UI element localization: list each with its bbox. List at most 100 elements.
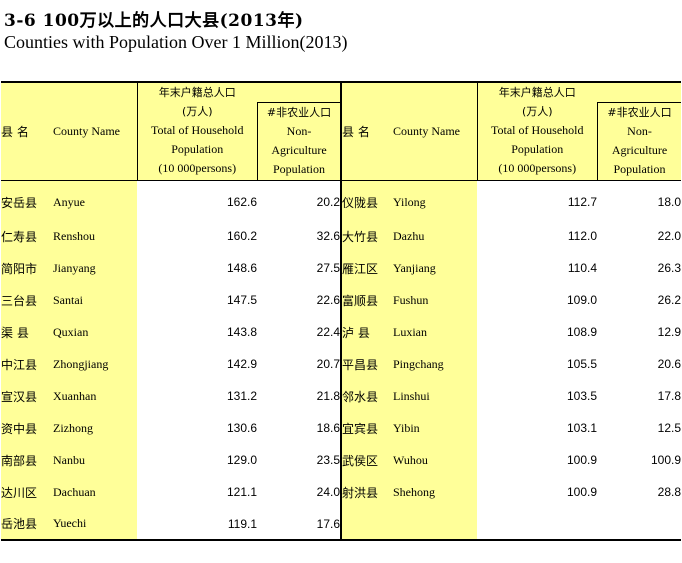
- table-row: 安岳县 Anyue 162.6 20.2 仪陇县 Yilong 112.7 18.0: [1, 180, 681, 220]
- nonagri-population: 12.9: [597, 316, 681, 348]
- county-name-cn: 邻水县: [341, 380, 393, 412]
- total-population: 147.5: [137, 284, 257, 316]
- nonagri-population: 22.4: [257, 316, 342, 348]
- county-name-en: Renshou: [53, 220, 137, 252]
- nonagri-population: 32.6: [257, 220, 342, 252]
- county-name-cn: 三台县: [1, 284, 53, 316]
- total-population: 112.7: [477, 180, 597, 220]
- table-row: 岳池县 Yuechi 119.1 17.6: [1, 508, 681, 541]
- nonagri-population: 28.8: [597, 476, 681, 508]
- county-name-en: Yibin: [393, 412, 477, 444]
- nonagri-population: 20.7: [257, 348, 342, 380]
- total-population: 109.0: [477, 284, 597, 316]
- nonagri-population: 17.6: [257, 508, 342, 541]
- table-title-en: Counties with Population Over 1 Million(…: [4, 32, 348, 52]
- total-population: 148.6: [137, 252, 257, 284]
- county-name-cn: 南部县: [1, 444, 53, 476]
- county-name-cn: 仪陇县: [341, 180, 393, 220]
- county-name-cn: 达川区: [1, 476, 53, 508]
- county-name-en: Shehong: [393, 476, 477, 508]
- total-population: 121.1: [137, 476, 257, 508]
- nonagri-population: 20.6: [597, 348, 681, 380]
- county-name-en: Yuechi: [53, 508, 137, 541]
- total-population: 103.1: [477, 412, 597, 444]
- total-population: 142.9: [137, 348, 257, 380]
- county-name-en: Luxian: [393, 316, 477, 348]
- county-name-en: Dachuan: [53, 476, 137, 508]
- county-name-en: Pingchang: [393, 348, 477, 380]
- total-header-2: 年末户籍总人口 (万人) Total of Household Populati…: [476, 81, 597, 181]
- county-name-en: Fushun: [393, 284, 477, 316]
- table-row: 达川区 Dachuan 121.1 24.0 射洪县 Shehong 100.9 28.8: [1, 476, 681, 508]
- nonagri-population: 26.3: [597, 252, 681, 284]
- table-row: 中江县 Zhongjiang 142.9 20.7 平昌县 Pingchang 105.5 2…: [1, 348, 681, 380]
- county-name-en: Yilong: [393, 180, 477, 220]
- nonagri-population: [597, 508, 681, 541]
- table-row: 仁寿县 Renshou 160.2 32.6 大竹县 Dazhu 112.0 22.0: [1, 220, 681, 252]
- table-row: 资中县 Zizhong 130.6 18.6 宜宾县 Yibin 103.1 12.5: [1, 412, 681, 444]
- county-name-en: Yanjiang: [393, 252, 477, 284]
- total-population: 162.6: [137, 180, 257, 220]
- county-header-cn-2: 县 名: [341, 81, 393, 181]
- county-name-en: Anyue: [53, 180, 137, 220]
- county-name-cn: 宣汉县: [1, 380, 53, 412]
- total-population: 143.8: [137, 316, 257, 348]
- county-name-cn: 岳池县: [1, 508, 53, 541]
- population-table: 县 名 County Name 年末户籍总人口 (万人) Total of Ho…: [1, 81, 681, 541]
- nonagri-population: 100.9: [597, 444, 681, 476]
- county-name-en: Dazhu: [393, 220, 477, 252]
- nonagri-population: 12.5: [597, 412, 681, 444]
- total-population: 103.5: [477, 380, 597, 412]
- nonagri-population: 17.8: [597, 380, 681, 412]
- total-population: 129.0: [137, 444, 257, 476]
- header-row: 县 名 County Name 年末户籍总人口 (万人) Total of Ho…: [1, 81, 681, 181]
- county-name-cn: 仁寿县: [1, 220, 53, 252]
- total-population: 160.2: [137, 220, 257, 252]
- county-name-en: Quxian: [53, 316, 137, 348]
- county-name-cn: 宜宾县: [341, 412, 393, 444]
- county-name-cn: 平昌县: [341, 348, 393, 380]
- table-row: 简阳市 Jianyang 148.6 27.5 雁江区 Yanjiang 110.4 26.3: [1, 252, 681, 284]
- table-title-cn: 3-6 100万以上的人口大县(2013年): [4, 11, 304, 31]
- table-row: 三台县 Santai 147.5 22.6 富顺县 Fushun 109.0 26.2: [1, 284, 681, 316]
- county-name-cn: [341, 508, 393, 541]
- nonagri-population: 23.5: [257, 444, 342, 476]
- county-header-cn: 县 名: [1, 81, 53, 181]
- county-name-en: Zizhong: [53, 412, 137, 444]
- county-name-en: Linshui: [393, 380, 477, 412]
- total-population: 112.0: [477, 220, 597, 252]
- total-population: 130.6: [137, 412, 257, 444]
- county-name-cn: 射洪县: [341, 476, 393, 508]
- county-name-cn: 富顺县: [341, 284, 393, 316]
- nonagri-population: 22.0: [597, 220, 681, 252]
- nonagri-population: 22.6: [257, 284, 342, 316]
- table-row: 南部县 Nanbu 129.0 23.5 武侯区 Wuhou 100.9 100.9: [1, 444, 681, 476]
- county-name-cn: 简阳市: [1, 252, 53, 284]
- county-name-cn: 资中县: [1, 412, 53, 444]
- county-name-cn: 雁江区: [341, 252, 393, 284]
- county-header-en-2: County Name: [393, 81, 477, 181]
- table-row: 宣汉县 Xuanhan 131.2 21.8 邻水县 Linshui 103.5 17.8: [1, 380, 681, 412]
- nonagri-header-2: #非农业人口 Non- Agriculture Population: [597, 81, 681, 181]
- total-population: 131.2: [137, 380, 257, 412]
- total-population: 105.5: [477, 348, 597, 380]
- nonagri-population: 27.5: [257, 252, 342, 284]
- county-name-en: Zhongjiang: [53, 348, 137, 380]
- total-population: 100.9: [477, 476, 597, 508]
- total-population: [477, 508, 597, 541]
- county-name-cn: 安岳县: [1, 180, 53, 220]
- county-name-en: [393, 508, 477, 541]
- county-name-cn: 泸 县: [341, 316, 393, 348]
- nonagri-header: #非农业人口 Non- Agriculture Population: [257, 81, 342, 181]
- county-name-cn: 渠 县: [1, 316, 53, 348]
- county-name-cn: 中江县: [1, 348, 53, 380]
- total-population: 100.9: [477, 444, 597, 476]
- nonagri-population: 24.0: [257, 476, 342, 508]
- nonagri-population: 21.8: [257, 380, 342, 412]
- nonagri-population: 18.0: [597, 180, 681, 220]
- county-name-cn: 武侯区: [341, 444, 393, 476]
- county-header-en: County Name: [53, 81, 137, 181]
- county-name-en: Jianyang: [53, 252, 137, 284]
- county-name-cn: 大竹县: [341, 220, 393, 252]
- nonagri-population: 20.2: [257, 180, 342, 220]
